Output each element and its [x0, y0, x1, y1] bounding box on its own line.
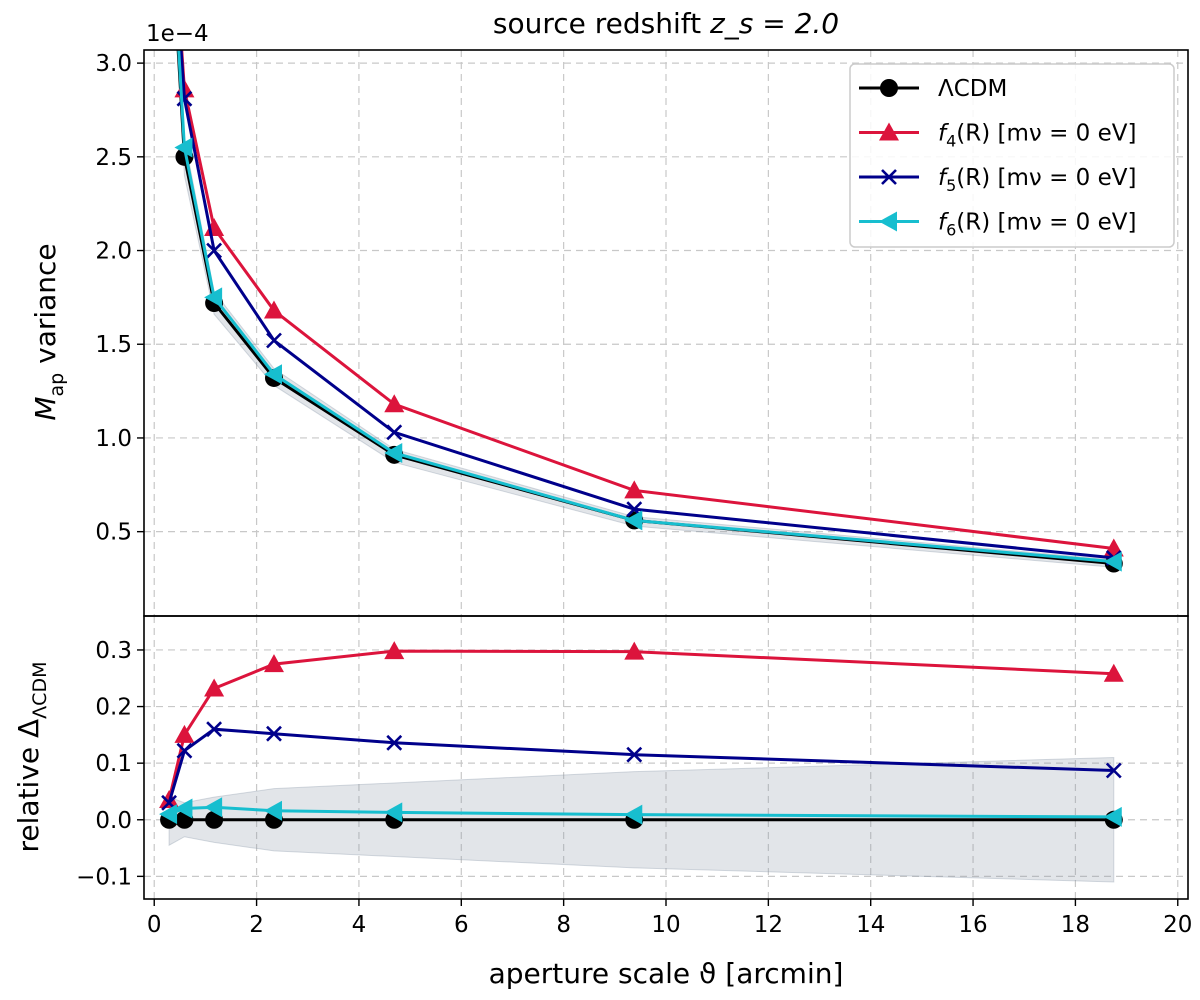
data-point — [384, 394, 405, 413]
data-point — [174, 724, 195, 743]
bottom-y-axis-label: relative ΔΛCDM — [12, 662, 51, 853]
data-point — [1103, 551, 1122, 572]
data-point — [384, 641, 405, 660]
y-tick-label: 0.1 — [95, 751, 132, 777]
legend-label: f4(R) [mν = 0 eV] — [938, 121, 1136, 151]
legend: ΛCDM f4(R) [mν = 0 eV] f5(R) [mν = 0 eV] f6… — [849, 63, 1175, 248]
legend-marker — [881, 169, 897, 185]
data-point — [159, 804, 178, 825]
legend-entry-1: f4(R) [mν = 0 eV] — [859, 121, 1136, 151]
series-3 — [159, 797, 1122, 827]
top-panel-ticks: 0.5 1.0 1.5 2.0 2.5 3.0 — [95, 51, 144, 546]
legend-label: ΛCDM — [938, 76, 1007, 102]
data-point — [176, 90, 193, 107]
data-point — [263, 654, 284, 673]
top-panel-series — [174, 50, 1124, 573]
data-point — [624, 804, 643, 825]
y-tick-label: 2.5 — [95, 145, 132, 171]
data-point — [384, 442, 403, 463]
bottom-panel-frame — [143, 615, 1189, 900]
data-point — [174, 137, 193, 158]
y-tick-label: 0.0 — [95, 808, 132, 834]
top-y-axis-label: Map variance — [29, 243, 68, 420]
x-tick-label: 8 — [556, 912, 571, 938]
x-tick-label: 12 — [754, 912, 783, 938]
data-point — [1103, 663, 1124, 682]
data-point — [206, 721, 223, 738]
data-point — [204, 797, 223, 818]
data-point — [204, 287, 223, 308]
chart-title-text: source redshift — [493, 7, 701, 40]
data-point — [176, 742, 193, 759]
x-tick-label: 6 — [454, 912, 469, 938]
y-tick-label: 1.0 — [95, 426, 132, 452]
data-point — [624, 641, 645, 660]
data-point — [266, 725, 282, 742]
bottom-panel-ticks: −0.1 0.0 0.1 0.2 0.3 — [76, 638, 144, 890]
series-3 — [174, 50, 1122, 572]
x-tick-label: 2 — [249, 912, 264, 938]
series-1 — [159, 641, 1124, 808]
y-tick-label: 3.0 — [95, 51, 132, 77]
y-tick-label: 0.2 — [95, 695, 132, 721]
data-point — [263, 300, 284, 319]
legend-label: f6(R) [mν = 0 eV] — [938, 210, 1136, 240]
x-tick-label: 0 — [147, 912, 162, 938]
y-tick-label: −0.1 — [76, 864, 132, 890]
x-tick-label: 16 — [958, 912, 987, 938]
data-point — [1105, 762, 1122, 779]
series-2 — [161, 721, 1122, 811]
x-tick-label: 14 — [856, 912, 885, 938]
data-point — [174, 798, 193, 819]
data-point — [266, 332, 282, 349]
legend-marker — [880, 79, 898, 97]
x-axis-label: aperture scale ϑ [arcmin] — [489, 957, 844, 990]
x-tick-label: 4 — [352, 912, 367, 938]
chart-title-math: z_s = 2.0 — [709, 7, 839, 40]
x-tick-label: 20 — [1163, 912, 1192, 938]
data-point — [386, 424, 403, 441]
y-tick-label: 1.5 — [95, 332, 132, 358]
y-offset-text: 1e−4 — [146, 21, 209, 47]
data-point — [206, 242, 223, 259]
bottom-panel-series — [159, 641, 1124, 829]
legend-marker — [879, 122, 899, 141]
y-tick-label: 0.5 — [95, 520, 132, 546]
data-point — [386, 734, 403, 751]
legend-marker — [879, 211, 897, 232]
y-tick-label: 2.0 — [95, 239, 132, 265]
legend-entry-0: ΛCDM — [859, 76, 1007, 102]
x-tick-label: 18 — [1061, 912, 1090, 938]
data-point — [384, 802, 403, 823]
data-point — [204, 678, 225, 697]
legend-entry-3: f6(R) [mν = 0 eV] — [859, 210, 1136, 240]
x-axis-ticks: 0 2 4 6 8 10 12 14 16 18 20 — [147, 899, 1192, 938]
x-tick-label: 10 — [651, 912, 680, 938]
legend-label: f5(R) [mν = 0 eV] — [938, 165, 1136, 195]
data-point — [624, 480, 645, 499]
data-point — [263, 364, 282, 385]
chart-title: source redshift z_s = 2.0 — [493, 7, 839, 40]
data-point — [626, 746, 643, 763]
y-tick-label: 0.3 — [95, 638, 132, 664]
legend-entry-2: f5(R) [mν = 0 eV] — [859, 165, 1136, 195]
data-point — [263, 800, 282, 821]
legend-box — [849, 63, 1175, 248]
data-point — [624, 510, 643, 531]
data-point — [1103, 806, 1122, 827]
